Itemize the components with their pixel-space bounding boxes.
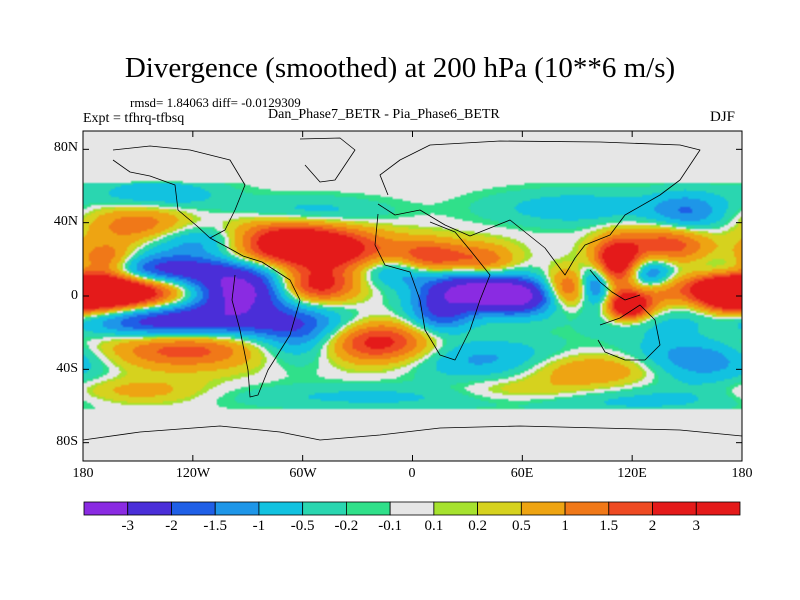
colorbar-label: -1	[252, 518, 266, 534]
colorbar-label: 1	[561, 518, 569, 534]
lat-label: 40S	[56, 361, 78, 376]
coastline-greenland	[299, 137, 356, 183]
colorbar-label: -2	[165, 518, 178, 534]
lon-label: 60E	[510, 466, 534, 481]
colorbar-label: 1.5	[599, 518, 619, 534]
colorbar-label: -0.2	[334, 518, 359, 534]
coastline-africa	[374, 213, 491, 361]
colorbar-label: -1.5	[203, 518, 228, 534]
map-title: Divergence (smoothed) at 200 hPa (10**6 …	[124, 52, 676, 84]
lat-label: 80S	[56, 434, 78, 449]
colorbar-swatch	[258, 501, 304, 516]
colorbar-label: 3	[692, 518, 701, 534]
lon-label: 120E	[617, 466, 647, 481]
lon-label: 0	[408, 466, 416, 481]
lat-label: 0	[71, 288, 78, 303]
colorbar-swatch	[302, 501, 347, 516]
colorbar-swatch	[171, 501, 216, 516]
colorbar-swatch	[695, 501, 741, 516]
coastline-south-america	[231, 255, 301, 398]
colorbar-label: 2	[648, 518, 657, 534]
coastlines	[83, 137, 742, 441]
colorbar-label: 0.1	[424, 518, 444, 534]
divergence-field	[83, 131, 742, 461]
colorbar-label: 0.5	[511, 518, 531, 534]
colorbar-swatch	[389, 501, 435, 516]
coastline-antarctica	[83, 425, 742, 441]
lon-label: 60W	[289, 466, 317, 481]
lat-label: 80N	[53, 140, 78, 155]
colorbar	[83, 501, 741, 516]
stats-text: rmsd= 1.84063 diff= -0.0129309	[130, 95, 301, 110]
colorbar-label: -0.1	[378, 518, 402, 534]
lat-label: 40N	[53, 214, 78, 229]
coastline-australia	[597, 304, 661, 361]
colorbar-swatch	[477, 501, 522, 516]
colorbar-swatch	[83, 501, 129, 516]
lon-label: 180	[72, 466, 94, 481]
subtitle: Dan_Phase7_BETR - Pia_Phase6_BETR	[268, 107, 500, 122]
colorbar-swatch	[433, 501, 479, 516]
season-label: DJF	[710, 109, 736, 125]
colorbar-swatch	[127, 501, 172, 516]
coastline-europe-asia	[377, 140, 701, 276]
colorbar-label: -0.5	[290, 518, 315, 534]
coastline-maritime-continent	[589, 269, 641, 301]
colorbar-swatch	[608, 501, 653, 516]
colorbar-swatch	[345, 501, 391, 516]
coastline-central-america	[209, 237, 244, 257]
colorbar-swatch	[214, 501, 260, 516]
axis-ticks	[82, 131, 743, 461]
experiment-label: Expt = tfhrq-tfbsq	[83, 111, 185, 126]
lon-label: 120W	[175, 466, 211, 481]
colorbar-swatch	[652, 501, 697, 516]
colorbar-swatch	[520, 501, 566, 516]
colorbar-label: 0.2	[468, 518, 487, 534]
colorbar-label: -3	[121, 518, 134, 534]
coastline-north-america	[112, 145, 246, 239]
lon-label: 180	[731, 466, 753, 481]
colorbar-swatch	[564, 501, 610, 516]
